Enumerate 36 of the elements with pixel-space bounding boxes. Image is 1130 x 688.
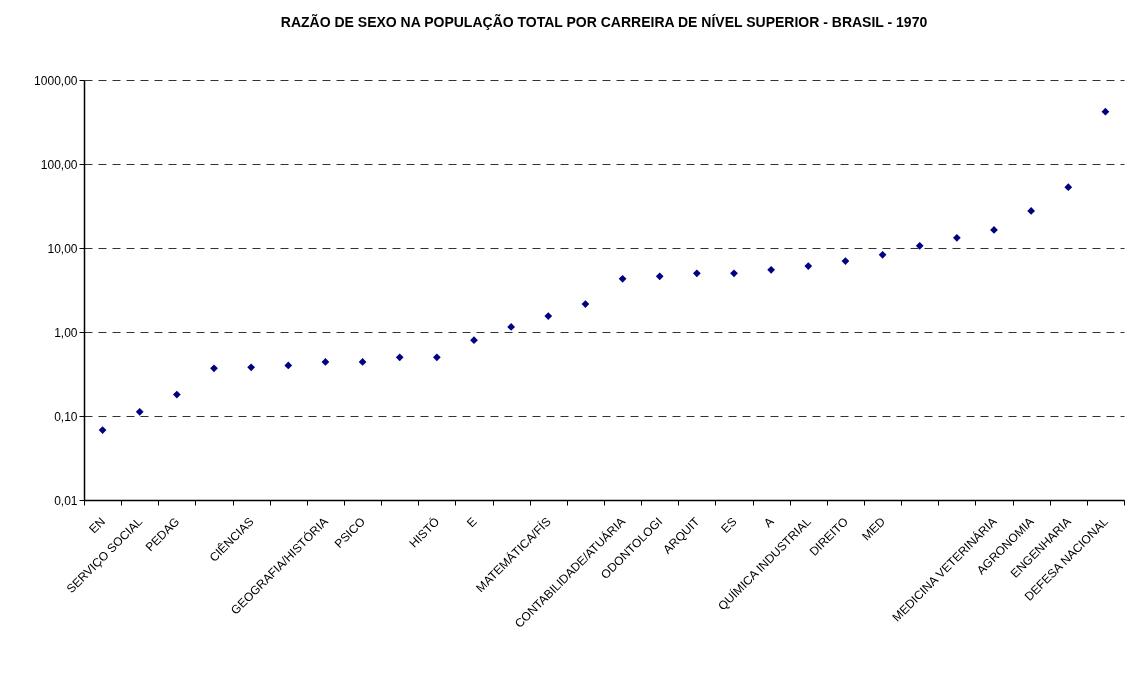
y-tick-label: 100,00 — [40, 157, 78, 172]
point — [544, 312, 553, 320]
point — [432, 353, 441, 362]
point — [358, 358, 367, 366]
point — [952, 234, 961, 242]
point — [618, 274, 627, 283]
point — [284, 361, 293, 370]
point — [804, 262, 813, 270]
chart-title: RAZÃO DE SEXO NA POPULAÇÃO TOTAL POR CARREIRA DE NÍVEL SUPERIOR - BRASIL - 1970 — [280, 13, 928, 30]
point — [321, 358, 330, 366]
point — [395, 353, 404, 362]
point — [135, 407, 144, 416]
point — [915, 242, 924, 250]
point — [1101, 107, 1110, 116]
point — [655, 272, 664, 281]
x-tick-label: EN — [86, 514, 109, 537]
y-tick-label: 0,01 — [54, 493, 78, 508]
x-tick-label: E — [463, 514, 480, 531]
y-tick-label: 0,10 — [54, 409, 78, 424]
point — [247, 363, 256, 372]
point — [1027, 207, 1036, 215]
point — [581, 300, 590, 308]
point — [878, 250, 887, 259]
point — [730, 269, 738, 278]
point — [98, 426, 107, 434]
y-tick-label: 10,00 — [47, 241, 78, 256]
point — [1064, 183, 1073, 192]
point — [172, 390, 181, 399]
point — [841, 257, 850, 265]
point — [507, 323, 516, 331]
y-tick-label: 1,00 — [54, 325, 78, 340]
point — [767, 265, 776, 274]
x-tick-label: ES — [718, 514, 740, 536]
point — [692, 269, 701, 278]
y-tick-label: 1000,00 — [34, 73, 78, 88]
point — [210, 364, 218, 373]
